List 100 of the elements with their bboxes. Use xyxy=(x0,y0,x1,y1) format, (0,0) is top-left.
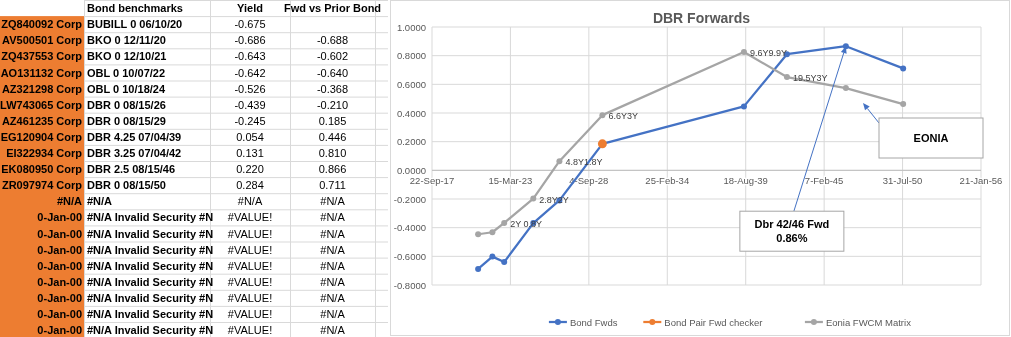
text: OBL 0 10/07/22 xyxy=(87,66,166,79)
chart-title: DBR Forwards xyxy=(652,10,751,26)
text: AZ321298 Corp xyxy=(1,82,83,95)
text: #VALUE! xyxy=(227,211,273,224)
x-tick-label: 31-Jul-50 xyxy=(882,175,923,187)
text: #N/A xyxy=(237,195,263,208)
y-tick-label: -0.8000 xyxy=(393,279,426,291)
text: BKO 0 12/11/20 xyxy=(87,34,166,47)
x-tick-label: 18-Aug-39 xyxy=(723,175,768,187)
category-label: Bond benchmarks xyxy=(87,2,183,15)
text: -0.526 xyxy=(234,82,266,95)
text: 0-Jan-00 xyxy=(37,324,82,337)
annotation: 6.6Y3Y xyxy=(608,111,638,122)
text: 0.810 xyxy=(318,147,347,159)
text: #N/A Invalid Security #N xyxy=(87,275,214,288)
text: #VALUE! xyxy=(227,227,273,240)
point xyxy=(501,219,508,226)
text: #N/A Invalid Security #N xyxy=(87,259,214,272)
text: DBR 0 08/15/29 xyxy=(87,114,166,127)
text: -0.686 xyxy=(234,34,266,47)
y-tick-label: -0.6000 xyxy=(393,250,426,262)
point xyxy=(900,65,907,72)
text: #N/A xyxy=(320,227,346,240)
text: 0.054 xyxy=(236,130,264,143)
point xyxy=(501,259,508,266)
text: #N/A xyxy=(320,195,346,208)
point xyxy=(900,101,907,108)
text: 0-Jan-00 xyxy=(37,259,82,272)
text: #VALUE! xyxy=(227,275,273,288)
text: #VALUE! xyxy=(227,324,273,337)
text: -0.368 xyxy=(316,82,349,95)
y-tick-label: 0.4000 xyxy=(396,107,426,119)
text: #N/A xyxy=(320,324,346,337)
text: #N/A xyxy=(320,259,346,272)
point xyxy=(530,195,537,202)
text: DBR 0 08/15/26 xyxy=(87,98,166,111)
y-tick-label: 0.6000 xyxy=(396,78,426,90)
text: 0.446 xyxy=(318,130,347,143)
text: BUBILL 0 06/10/20 xyxy=(87,18,183,31)
text: #N/A Invalid Security #N xyxy=(87,211,214,224)
text: 0-Jan-00 xyxy=(37,308,82,320)
text: BKO 0 12/10/21 xyxy=(87,50,167,63)
text: -0.642 xyxy=(234,66,266,79)
y-tick-label: 1.0000 xyxy=(396,21,426,33)
text: EK080950 Corp xyxy=(1,163,83,176)
text: 0-Jan-00 xyxy=(37,227,82,240)
text: #VALUE! xyxy=(227,259,273,272)
text: 0-Jan-00 xyxy=(37,211,82,224)
x-tick-label: 15-Mar-23 xyxy=(488,175,533,187)
category-label: Yield xyxy=(237,2,263,15)
x-tick-label: 21-Jan-56 xyxy=(959,175,1003,187)
point xyxy=(475,231,482,238)
text: -0.640 xyxy=(316,66,349,79)
text: #N/A xyxy=(56,195,83,208)
text: #N/A xyxy=(87,195,113,208)
y-tick-label: 0.0000 xyxy=(396,164,426,176)
text: #N/A Invalid Security #N xyxy=(87,308,214,320)
text: -0.439 xyxy=(234,98,266,111)
text: #VALUE! xyxy=(227,291,273,304)
text: LW743065 Corp xyxy=(0,98,83,111)
x-tick-label: 22-Sep-17 xyxy=(409,175,455,187)
text: OBL 0 10/18/24 xyxy=(87,82,166,95)
text: 0.131 xyxy=(236,147,264,159)
text: AO131132 Corp xyxy=(0,66,83,79)
annotation: Dbr 42/46 Fwd 0.86% xyxy=(754,218,830,245)
text: 0.185 xyxy=(318,114,347,127)
text: AZ461235 Corp xyxy=(1,114,83,127)
legend-label: Bond Fwds xyxy=(569,316,618,328)
text: 0.711 xyxy=(319,179,346,192)
text: 0-Jan-00 xyxy=(37,243,82,256)
text: -0.210 xyxy=(316,98,349,111)
point xyxy=(489,253,496,260)
point xyxy=(489,229,496,236)
point xyxy=(783,74,790,81)
text: #VALUE! xyxy=(227,243,273,256)
x-tick-label: 7-Feb-45 xyxy=(804,175,844,187)
y-tick-label: 0.2000 xyxy=(396,136,426,148)
point xyxy=(842,43,849,50)
y-tick-label: -0.4000 xyxy=(393,222,426,234)
legend-label: Bond Pair Fwd checker xyxy=(664,316,763,328)
text: ZQ840092 Corp xyxy=(1,18,83,31)
point xyxy=(842,85,849,92)
text: ZR097974 Corp xyxy=(1,179,83,192)
text: -0.602 xyxy=(316,50,349,63)
text: -0.643 xyxy=(234,50,266,63)
text: -0.688 xyxy=(316,34,349,47)
point xyxy=(556,158,563,165)
text: 0-Jan-00 xyxy=(37,291,82,304)
text: AV500501 Corp xyxy=(2,34,83,47)
text: 0.866 xyxy=(318,163,347,176)
text: #VALUE! xyxy=(227,308,273,320)
text: ZQ437553 Corp xyxy=(1,50,83,63)
text: #N/A Invalid Security #N xyxy=(87,243,214,256)
annotation: EONIA xyxy=(913,132,949,144)
text: #N/A xyxy=(320,308,346,320)
y-tick-label: -0.2000 xyxy=(393,193,426,205)
text: -0.675 xyxy=(234,18,266,31)
text: -0.245 xyxy=(234,114,266,127)
category-label: Fwd vs Prior Bond xyxy=(283,2,382,15)
text: DBR 3.25 07/04/42 xyxy=(87,147,182,159)
